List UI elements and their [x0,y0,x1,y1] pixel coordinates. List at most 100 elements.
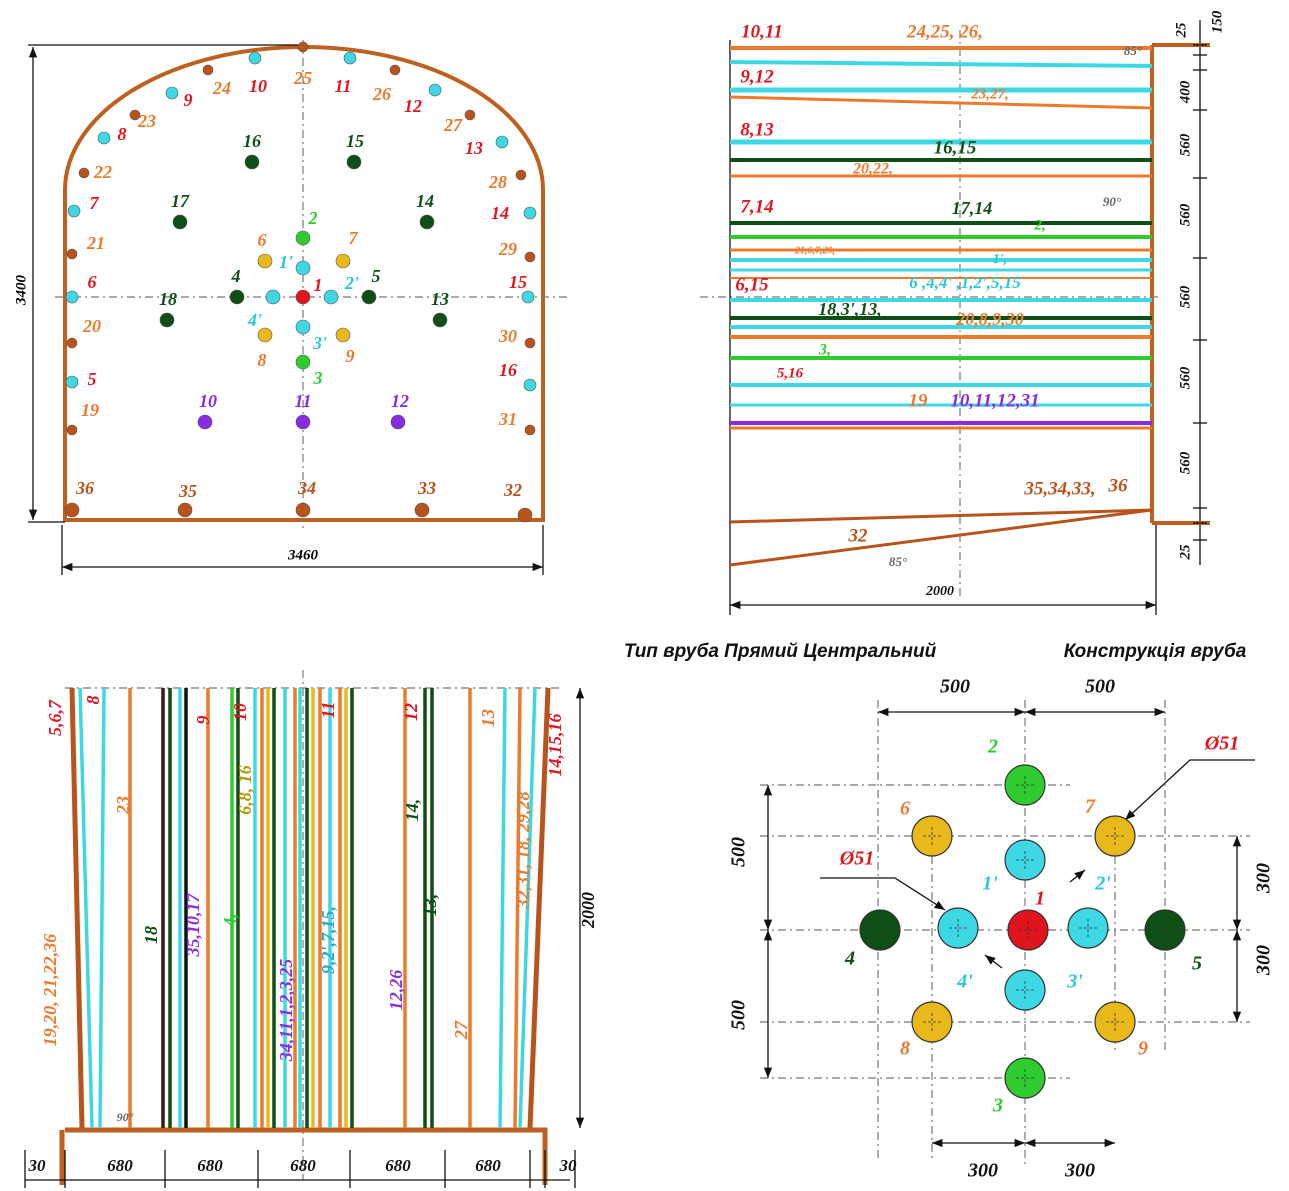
label: 90° [117,1110,134,1124]
label: 3 [992,1095,1003,1117]
plan-view [25,670,580,1185]
hole [496,136,508,148]
label: 680 [290,1156,316,1175]
label: 680 [107,1156,133,1175]
label: 10 [249,76,267,96]
cut-type-title: Тип вруба Прямий Центральний [624,641,937,662]
label: 3' [312,333,327,353]
label: 24 [212,78,231,98]
label: 560 [1177,203,1193,226]
hole [1005,970,1045,1010]
label: 35,10,17 [183,893,203,958]
label: 4' [956,971,973,993]
label: 16,15 [934,137,977,158]
label: 500 [728,1000,750,1030]
label: 10 [199,391,217,411]
label: 3, [818,342,831,359]
label: 560 [1177,133,1193,156]
hole [79,168,89,178]
hole [258,254,272,268]
hole [429,84,441,96]
label: 6,15 [735,274,769,295]
hole [347,155,361,169]
label: 9 [1138,1038,1148,1060]
label: 560 [1177,285,1193,308]
hole [166,87,178,99]
label: 7,14 [740,196,773,217]
label: 15 [509,272,527,292]
label: 31 [498,409,517,429]
label: 11 [294,391,311,411]
hole [525,425,535,435]
label: 1', [993,252,1007,267]
label: 32 [848,525,869,546]
hole [98,132,110,144]
hole [860,910,900,950]
label: 12 [401,703,421,721]
label: 7 [1085,796,1096,818]
hole [296,355,310,369]
hole [68,205,80,217]
hole [390,65,400,75]
label: 4 [844,948,855,970]
label: 11 [318,701,338,718]
hole [266,290,280,304]
label: 13 [465,138,483,158]
face-view: 3400 3460 [13,40,570,575]
label: 17 [171,191,190,211]
label: 5,16 [777,365,804,381]
hole [336,254,350,268]
hole [67,249,77,259]
face-line [1152,45,1210,523]
hole [1005,840,1045,880]
hole [1005,765,1045,805]
label: 21,6,7,29, [794,245,835,256]
label: 560 [1177,366,1193,389]
label: 25 [1173,22,1189,39]
label: 14,15,16 [545,714,565,777]
label: 90° [1103,194,1122,209]
label: 3 [313,368,323,388]
label: 4, [220,913,240,928]
label: 1' [279,252,293,272]
label: 18,3',13, [818,299,882,319]
hole [518,508,532,522]
hole [525,252,535,262]
hole [65,503,79,517]
label: 2000 [925,584,954,599]
hole [296,290,310,304]
hole-line [500,688,505,1128]
label: 300 [1253,945,1275,976]
hole [296,503,310,517]
label: 29 [498,239,517,259]
label: 27 [443,115,463,135]
label: 5 [372,266,381,286]
label: 11 [334,76,351,96]
label: 300 [1253,863,1275,894]
hole [415,503,429,517]
label: 36 [1108,475,1129,496]
label: 13, [420,894,440,917]
label: 2, [1033,217,1045,233]
label: 8 [900,1038,910,1060]
label: 300 [1064,1160,1095,1182]
label: 34,11,1,2,3,25 [276,959,296,1063]
label: 33 [417,478,436,498]
label: 12 [404,96,422,116]
hole [249,52,261,64]
label: 23 [113,796,133,815]
label: 9,2',7,15, [318,906,338,974]
label: 10 [230,703,250,721]
hole-line [100,688,104,1128]
label: 8 [83,696,103,705]
label: 21 [86,233,105,253]
label: 6 ,4,4' ,1,2',5,15 [909,273,1021,292]
label: 5,6,7 [45,699,65,736]
hole [198,415,212,429]
label: 36 [75,478,94,498]
hole [296,320,310,334]
label: 2000 [578,892,598,929]
hole [1095,816,1135,856]
label: 400 [1177,80,1193,104]
label: 25 [293,68,312,88]
